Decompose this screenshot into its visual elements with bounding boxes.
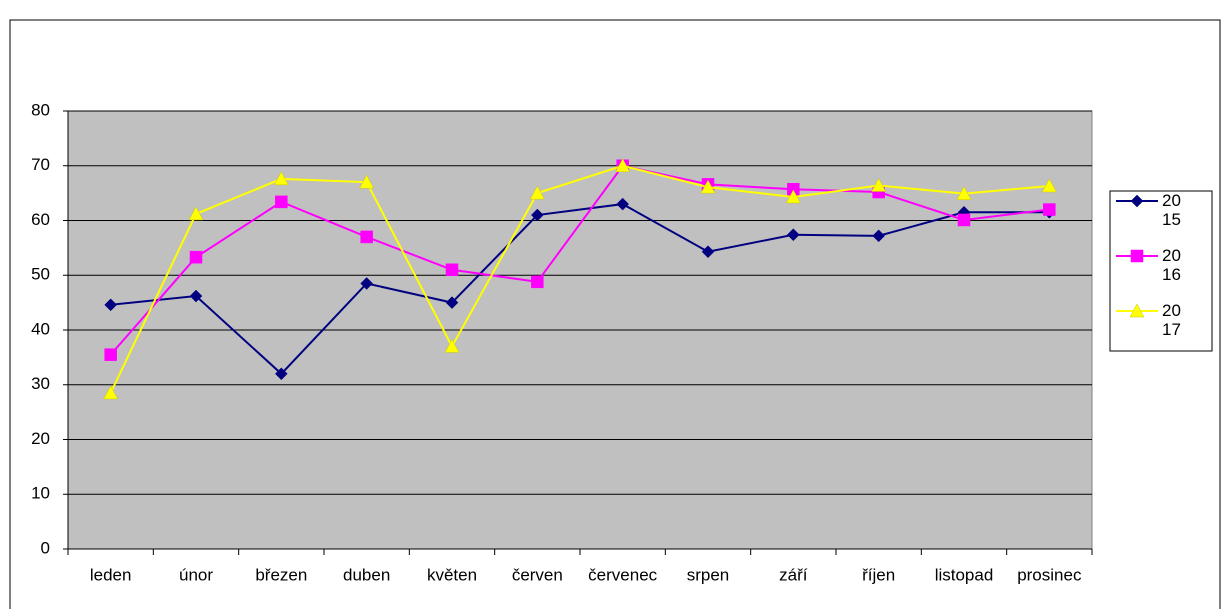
point bbox=[785, 189, 801, 204]
point bbox=[956, 186, 972, 200]
point bbox=[1041, 178, 1057, 193]
y-tick-label: 30 bbox=[31, 374, 50, 393]
point bbox=[360, 277, 374, 290]
point bbox=[103, 385, 119, 400]
series-line bbox=[110, 203, 1050, 376]
point bbox=[444, 338, 460, 353]
x-tick-label: únor bbox=[179, 565, 213, 584]
x-tick-label: duben bbox=[343, 565, 390, 584]
series-line bbox=[109, 164, 1050, 394]
point bbox=[104, 348, 117, 361]
point bbox=[529, 185, 545, 200]
point bbox=[615, 158, 631, 172]
x-tick-label: srpen bbox=[687, 565, 730, 584]
point bbox=[275, 195, 288, 209]
legend-box bbox=[1109, 190, 1213, 352]
y-tick-label: 10 bbox=[31, 484, 50, 503]
y-tick-label: 20 bbox=[31, 429, 50, 448]
point bbox=[273, 171, 289, 186]
x-tick-label: listopad bbox=[935, 565, 994, 584]
y-tick-label: 60 bbox=[31, 210, 50, 229]
y-tick-label: 70 bbox=[31, 155, 50, 174]
point bbox=[274, 367, 288, 381]
legend-marker bbox=[1130, 194, 1144, 208]
point bbox=[1043, 203, 1056, 216]
x-tick-label: březen bbox=[255, 565, 307, 584]
legend-label: 2016 bbox=[1162, 246, 1181, 284]
point bbox=[700, 179, 716, 194]
point bbox=[616, 197, 630, 211]
point bbox=[360, 230, 373, 244]
point bbox=[445, 263, 459, 277]
point bbox=[445, 296, 459, 309]
x-tick-label: květen bbox=[427, 565, 477, 584]
point bbox=[531, 275, 544, 289]
x-tick-label: září bbox=[779, 565, 808, 584]
point bbox=[530, 208, 544, 222]
legend-marker bbox=[1129, 303, 1145, 318]
legend-label: 2017 bbox=[1162, 301, 1181, 339]
x-tick-label: říjen bbox=[862, 565, 895, 584]
point bbox=[871, 177, 887, 192]
x-tick-label: prosinec bbox=[1017, 565, 1082, 584]
series-line bbox=[109, 164, 1050, 356]
x-tick-label: leden bbox=[90, 565, 132, 584]
point bbox=[701, 245, 715, 259]
point bbox=[189, 289, 203, 303]
x-tick-label: červenec bbox=[588, 565, 657, 584]
y-tick-label: 40 bbox=[31, 319, 50, 338]
point bbox=[188, 206, 204, 221]
point bbox=[189, 250, 203, 264]
legend-label: 2015 bbox=[1162, 191, 1181, 229]
y-tick-label: 80 bbox=[31, 100, 50, 119]
point bbox=[104, 298, 118, 312]
point bbox=[786, 228, 800, 242]
point bbox=[872, 229, 886, 243]
y-tick-label: 0 bbox=[41, 538, 50, 557]
legend-marker bbox=[1130, 249, 1144, 263]
point bbox=[957, 213, 971, 227]
point bbox=[359, 174, 375, 189]
x-tick-label: červen bbox=[512, 565, 563, 584]
y-tick-label: 50 bbox=[31, 265, 50, 284]
